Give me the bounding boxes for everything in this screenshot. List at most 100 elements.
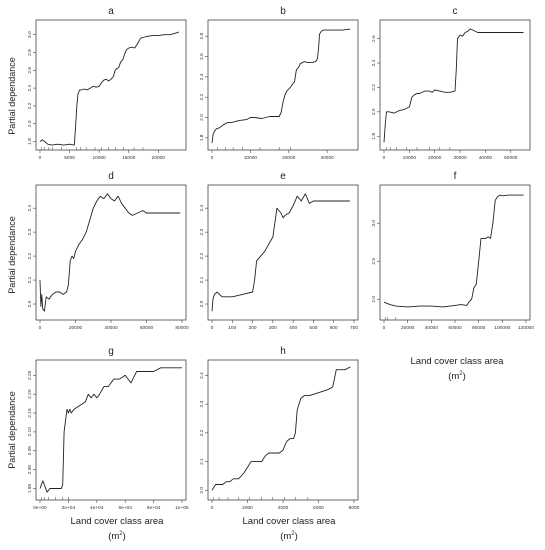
y-tick-label: 2.4 (199, 372, 205, 379)
y-tick-label: 2.8 (27, 49, 33, 56)
x-tick-label: 0 (211, 325, 214, 331)
y-tick-label: 2.3 (27, 228, 33, 235)
plot-frame (35, 359, 187, 501)
x-tick-label: 6e+04 (118, 505, 132, 511)
y-tick-label: 2.6 (371, 35, 377, 42)
panel-c: c 0 10000 20000 30000 40000 50000 1.8 2.0 2.2 2.4 2… (371, 6, 531, 161)
y-tick-label: 2.1 (199, 276, 205, 283)
x-tick-label: 0 (39, 155, 42, 161)
x-tick-label: 40000 (479, 155, 493, 161)
panel-g: g 0e+00 2e+04 4e+04 6e+04 8e+04 1e+05 1.95 2.00 2… (27, 346, 189, 511)
panel-e: e 0 100 200 300 400 500 600 700 2.0 2.1 2.2 2.3 2.4 (199, 171, 359, 331)
x-tick-label: 20000 (428, 155, 442, 161)
x-tick-label: 10000 (92, 155, 106, 161)
x-tick-label: 20000 (152, 155, 166, 161)
series-line (39, 31, 180, 146)
y-tick-label: 2.2 (199, 252, 205, 259)
x-tick-label: 8e+04 (147, 505, 161, 511)
x-tick-label: 500 (309, 325, 317, 331)
plot-frame (207, 184, 359, 321)
x-tick-label: 700 (350, 325, 358, 331)
x-axis-label-text: Land cover class area (242, 516, 336, 527)
x-tick-label: 2e+04 (62, 505, 76, 511)
plot-frame (35, 19, 187, 151)
x-tick-label: 60000 (448, 325, 462, 331)
y-axis-label-row2: Partial dependance (7, 216, 17, 294)
y-tick-label: 2.1 (199, 458, 205, 465)
y-tick-label: 2.0 (371, 296, 377, 303)
y-tick-label: 1.95 (27, 483, 33, 493)
x-tick-label: 0e+00 (33, 505, 47, 511)
x-axis-unit: (m2) (448, 371, 466, 383)
x-tick-label: 80000 (175, 325, 189, 331)
x-tick-label: 300 (269, 325, 277, 331)
x-tick-label: 15000 (122, 155, 136, 161)
y-tick-label: 2.2 (27, 252, 33, 259)
plot-frame (207, 19, 359, 151)
y-tick-label: 2.10 (27, 427, 33, 437)
y-tick-label: 2.4 (199, 73, 205, 80)
x-tick-label: 2000 (242, 505, 253, 511)
y-tick-label: 2.3 (199, 401, 205, 408)
x-axis-label-g: Land cover class area (m2) (52, 516, 182, 543)
y-tick-label: 2.8 (199, 33, 205, 40)
x-tick-label: 80000 (472, 325, 486, 331)
y-tick-label: 2.00 (27, 465, 33, 475)
x-tick-label: 20000 (401, 325, 415, 331)
series-line (383, 28, 524, 143)
x-tick-label: 400 (289, 325, 297, 331)
y-tick-label: 2.4 (27, 205, 33, 212)
x-tick-label: 20000 (282, 155, 296, 161)
x-tick-label: 600 (330, 325, 338, 331)
y-tick-label: 2.20 (27, 389, 33, 399)
series-line (211, 193, 350, 312)
panel-title: h (280, 346, 286, 357)
y-tick-label: 2.05 (27, 446, 33, 456)
x-tick-label: 20000 (69, 325, 83, 331)
panel-b: b 0 10000 20000 30000 1.8 2.0 2.2 2.4 2.6 2.8 (199, 6, 359, 161)
panel-title: d (108, 171, 114, 182)
y-tick-label: 2.3 (199, 228, 205, 235)
y-tick-label: 3.0 (27, 31, 33, 38)
panel-h: h 0 2000 4000 6000 8000 2.0 2.1 2.2 2.3 2.4 (199, 346, 360, 511)
panel-f: f 0 20000 40000 60000 80000 100000 120000 2.0 2.5… (371, 171, 534, 331)
series-line (211, 28, 351, 143)
plot-frame (207, 359, 359, 501)
panel-title: e (280, 171, 286, 182)
x-tick-label: 0 (383, 325, 386, 331)
y-tick-label: 2.0 (199, 487, 205, 494)
y-tick-label: 2.2 (371, 84, 377, 91)
series-line (211, 366, 351, 491)
x-tick-label: 100 (228, 325, 236, 331)
panel-title: g (108, 346, 114, 357)
x-tick-label: 4000 (278, 505, 289, 511)
x-tick-label: 8000 (349, 505, 360, 511)
x-tick-label: 50000 (504, 155, 518, 161)
x-tick-label: 4e+04 (90, 505, 104, 511)
x-tick-label: 40000 (425, 325, 439, 331)
panel-title: a (108, 6, 114, 17)
y-tick-label: 2.25 (27, 370, 33, 380)
x-axis-unit: (m2) (280, 531, 298, 543)
x-tick-label: 0 (383, 155, 386, 161)
y-tick-label: 2.6 (27, 67, 33, 74)
x-axis-label-text: Land cover class area (410, 356, 504, 367)
y-tick-label: 2.4 (371, 59, 377, 66)
x-tick-label: 5000 (64, 155, 75, 161)
y-tick-label: 2.0 (199, 114, 205, 121)
y-tick-label: 2.2 (27, 102, 33, 109)
x-tick-label: 120000 (518, 325, 534, 331)
plot-frame (379, 184, 531, 321)
series-line (39, 367, 182, 493)
plot-frame (35, 184, 187, 321)
y-tick-label: 1.8 (371, 133, 377, 140)
y-tick-label: 2.0 (371, 108, 377, 115)
plot-frame (379, 19, 531, 151)
y-tick-label: 3.0 (371, 220, 377, 227)
x-axis-label-f: Land cover class area (m2) (392, 356, 522, 383)
y-tick-label: 1.8 (27, 138, 33, 145)
panel-title: f (454, 171, 457, 182)
x-tick-label: 40000 (104, 325, 118, 331)
